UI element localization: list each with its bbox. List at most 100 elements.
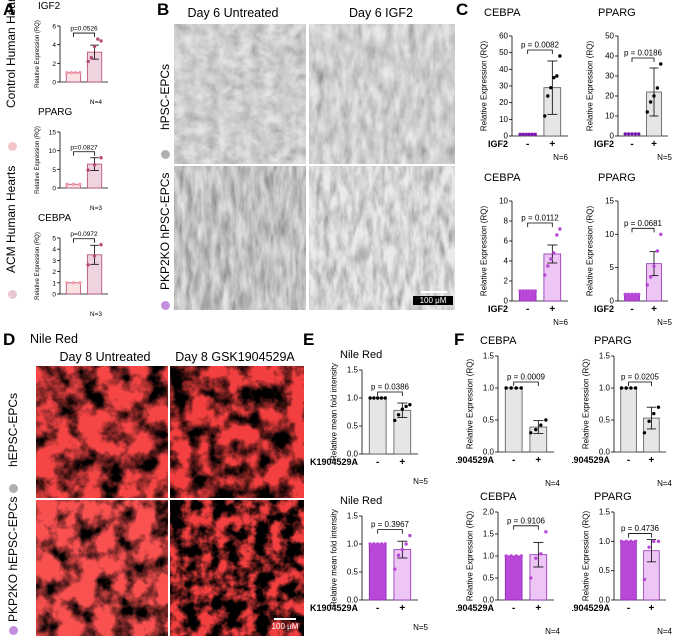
chart-f-pparg-pkp2ko: PPARG Relative Expression (RQ) 0.0 0.5 1.0 1.…: [572, 491, 673, 636]
significance-bracket: [631, 227, 655, 233]
data-point: [519, 554, 523, 558]
data-point: [400, 547, 405, 552]
y-tick-label: 4: [52, 247, 56, 254]
data-point: [65, 182, 69, 186]
data-point: [619, 539, 624, 544]
x-tick-label: -: [376, 457, 379, 468]
data-point: [383, 396, 387, 400]
data-point: [65, 70, 69, 75]
y-tick-label: 4: [504, 257, 509, 266]
data-point: [509, 386, 513, 390]
data-point: [383, 542, 387, 546]
n-label: N=5: [657, 318, 672, 327]
data-point: [71, 281, 76, 285]
y-axis-label: Relative mean fold intensity: [329, 363, 338, 461]
data-point: [529, 576, 533, 580]
bar: [368, 397, 387, 455]
y-tick-label: 10: [605, 230, 614, 239]
chart-title: PPARG: [38, 107, 72, 118]
data-point: [555, 233, 559, 237]
chart-title: CEBPA: [484, 172, 521, 184]
y-tick-label: 20: [499, 98, 508, 107]
row-label-pkp2ko-hpsc-epcs: PKP2KO hPSC-EPCs: [158, 172, 172, 290]
y-tick-label: 0.5: [599, 566, 611, 575]
data-point: [552, 75, 556, 80]
data-point: [652, 264, 656, 269]
data-point: [629, 539, 633, 544]
y-tick-label: 1.5: [599, 352, 611, 361]
y-axis-label: Relative Expression (RQ): [581, 511, 590, 602]
data-point: [656, 539, 661, 544]
chart-title: CEBPA: [38, 213, 71, 224]
y-tick-label: 1.0: [599, 537, 611, 546]
bar: [620, 540, 637, 601]
y-tick-label: 0: [52, 292, 56, 299]
x-tick-label: -: [526, 304, 529, 315]
bar: [504, 387, 523, 453]
y-tick-label: 10: [605, 112, 614, 121]
y-tick-label: 0.0: [483, 596, 495, 605]
data-point: [659, 62, 663, 66]
chart-c-pparg-pkp2ko: PPARG Relative Expression (RQ) 0 5 10 15 p = 0…: [585, 172, 672, 327]
n-label: N=4: [657, 627, 672, 636]
y-tick-label: 8: [504, 217, 509, 226]
n-label: N=3: [90, 311, 102, 318]
y-tick-label: 5: [52, 236, 56, 243]
data-point: [624, 539, 628, 544]
chart-f-cebpa-wt: CEBPA Relative Expression (RQ) 0.0 0.5 1.0 1.…: [456, 335, 561, 488]
y-tick-label: 40: [499, 65, 508, 74]
x-axis-label: IGF2: [488, 304, 508, 314]
data-point: [527, 289, 531, 293]
x-tick-label: +: [649, 455, 655, 466]
row-label-acm-hearts: ACM Human Hearts: [4, 165, 18, 273]
data-point: [524, 132, 528, 137]
y-axis-label: Relative Expression (RQ): [465, 359, 474, 450]
data-point: [96, 37, 100, 41]
micrograph-hpsc-untreated-svg: [174, 24, 306, 164]
p-value-label: p=0.0972: [70, 231, 98, 238]
data-point: [408, 403, 412, 407]
y-tick-label: 1.0: [347, 394, 359, 403]
data-point: [396, 413, 401, 417]
significance-bracket: [628, 381, 652, 386]
data-point: [534, 427, 538, 432]
x-axis-label: GSK1904529A: [456, 455, 494, 465]
y-tick-label: 0: [52, 80, 56, 87]
data-point: [645, 283, 649, 287]
chart-title: PPARG: [594, 491, 632, 503]
x-axis-label: GSK1904529A: [572, 603, 610, 613]
n-label: N=6: [553, 318, 568, 327]
col-header-day8-untreated: Day 8 Untreated: [59, 350, 151, 364]
data-point: [558, 227, 562, 231]
data-point: [86, 168, 90, 172]
pkp2ko-color-dot: [161, 301, 170, 310]
y-tick-label: 0.5: [483, 416, 495, 425]
data-point: [92, 44, 97, 49]
data-point: [375, 396, 380, 400]
data-point: [78, 70, 82, 75]
x-tick-label: +: [535, 455, 541, 466]
y-tick-label: 10: [499, 115, 508, 124]
y-tick-label: 5: [52, 167, 56, 174]
y-tick-label: 0.0: [347, 450, 359, 459]
y-tick-label: 30: [499, 82, 508, 91]
row-label-hpsc-epcs: hPSC-EPCs: [158, 63, 172, 130]
data-point: [78, 182, 82, 186]
y-tick-label: 0.0: [599, 448, 611, 457]
data-point: [368, 542, 372, 546]
y-tick-label: 0.5: [599, 416, 611, 425]
data-point: [527, 132, 531, 137]
data-point: [647, 419, 651, 423]
data-point: [623, 292, 627, 297]
control-color-dot: [8, 142, 17, 151]
nile-red-pkp2ko-gsk: 100 μM: [170, 500, 304, 636]
pkp2ko-hepsc-color-dot: [9, 626, 18, 635]
data-point: [71, 182, 76, 186]
chart-a-igf2: IGF2 Relative Expression (RQ) 0 2 4 6 p=0.0526…: [35, 1, 108, 106]
scale-bar-label-b: 100 μM: [413, 296, 453, 305]
data-point: [624, 386, 628, 390]
y-tick-label: 15: [605, 197, 614, 206]
data-point: [524, 289, 528, 293]
p-value-label: p = 0.4736: [621, 524, 660, 533]
significance-bracket: [377, 391, 403, 396]
